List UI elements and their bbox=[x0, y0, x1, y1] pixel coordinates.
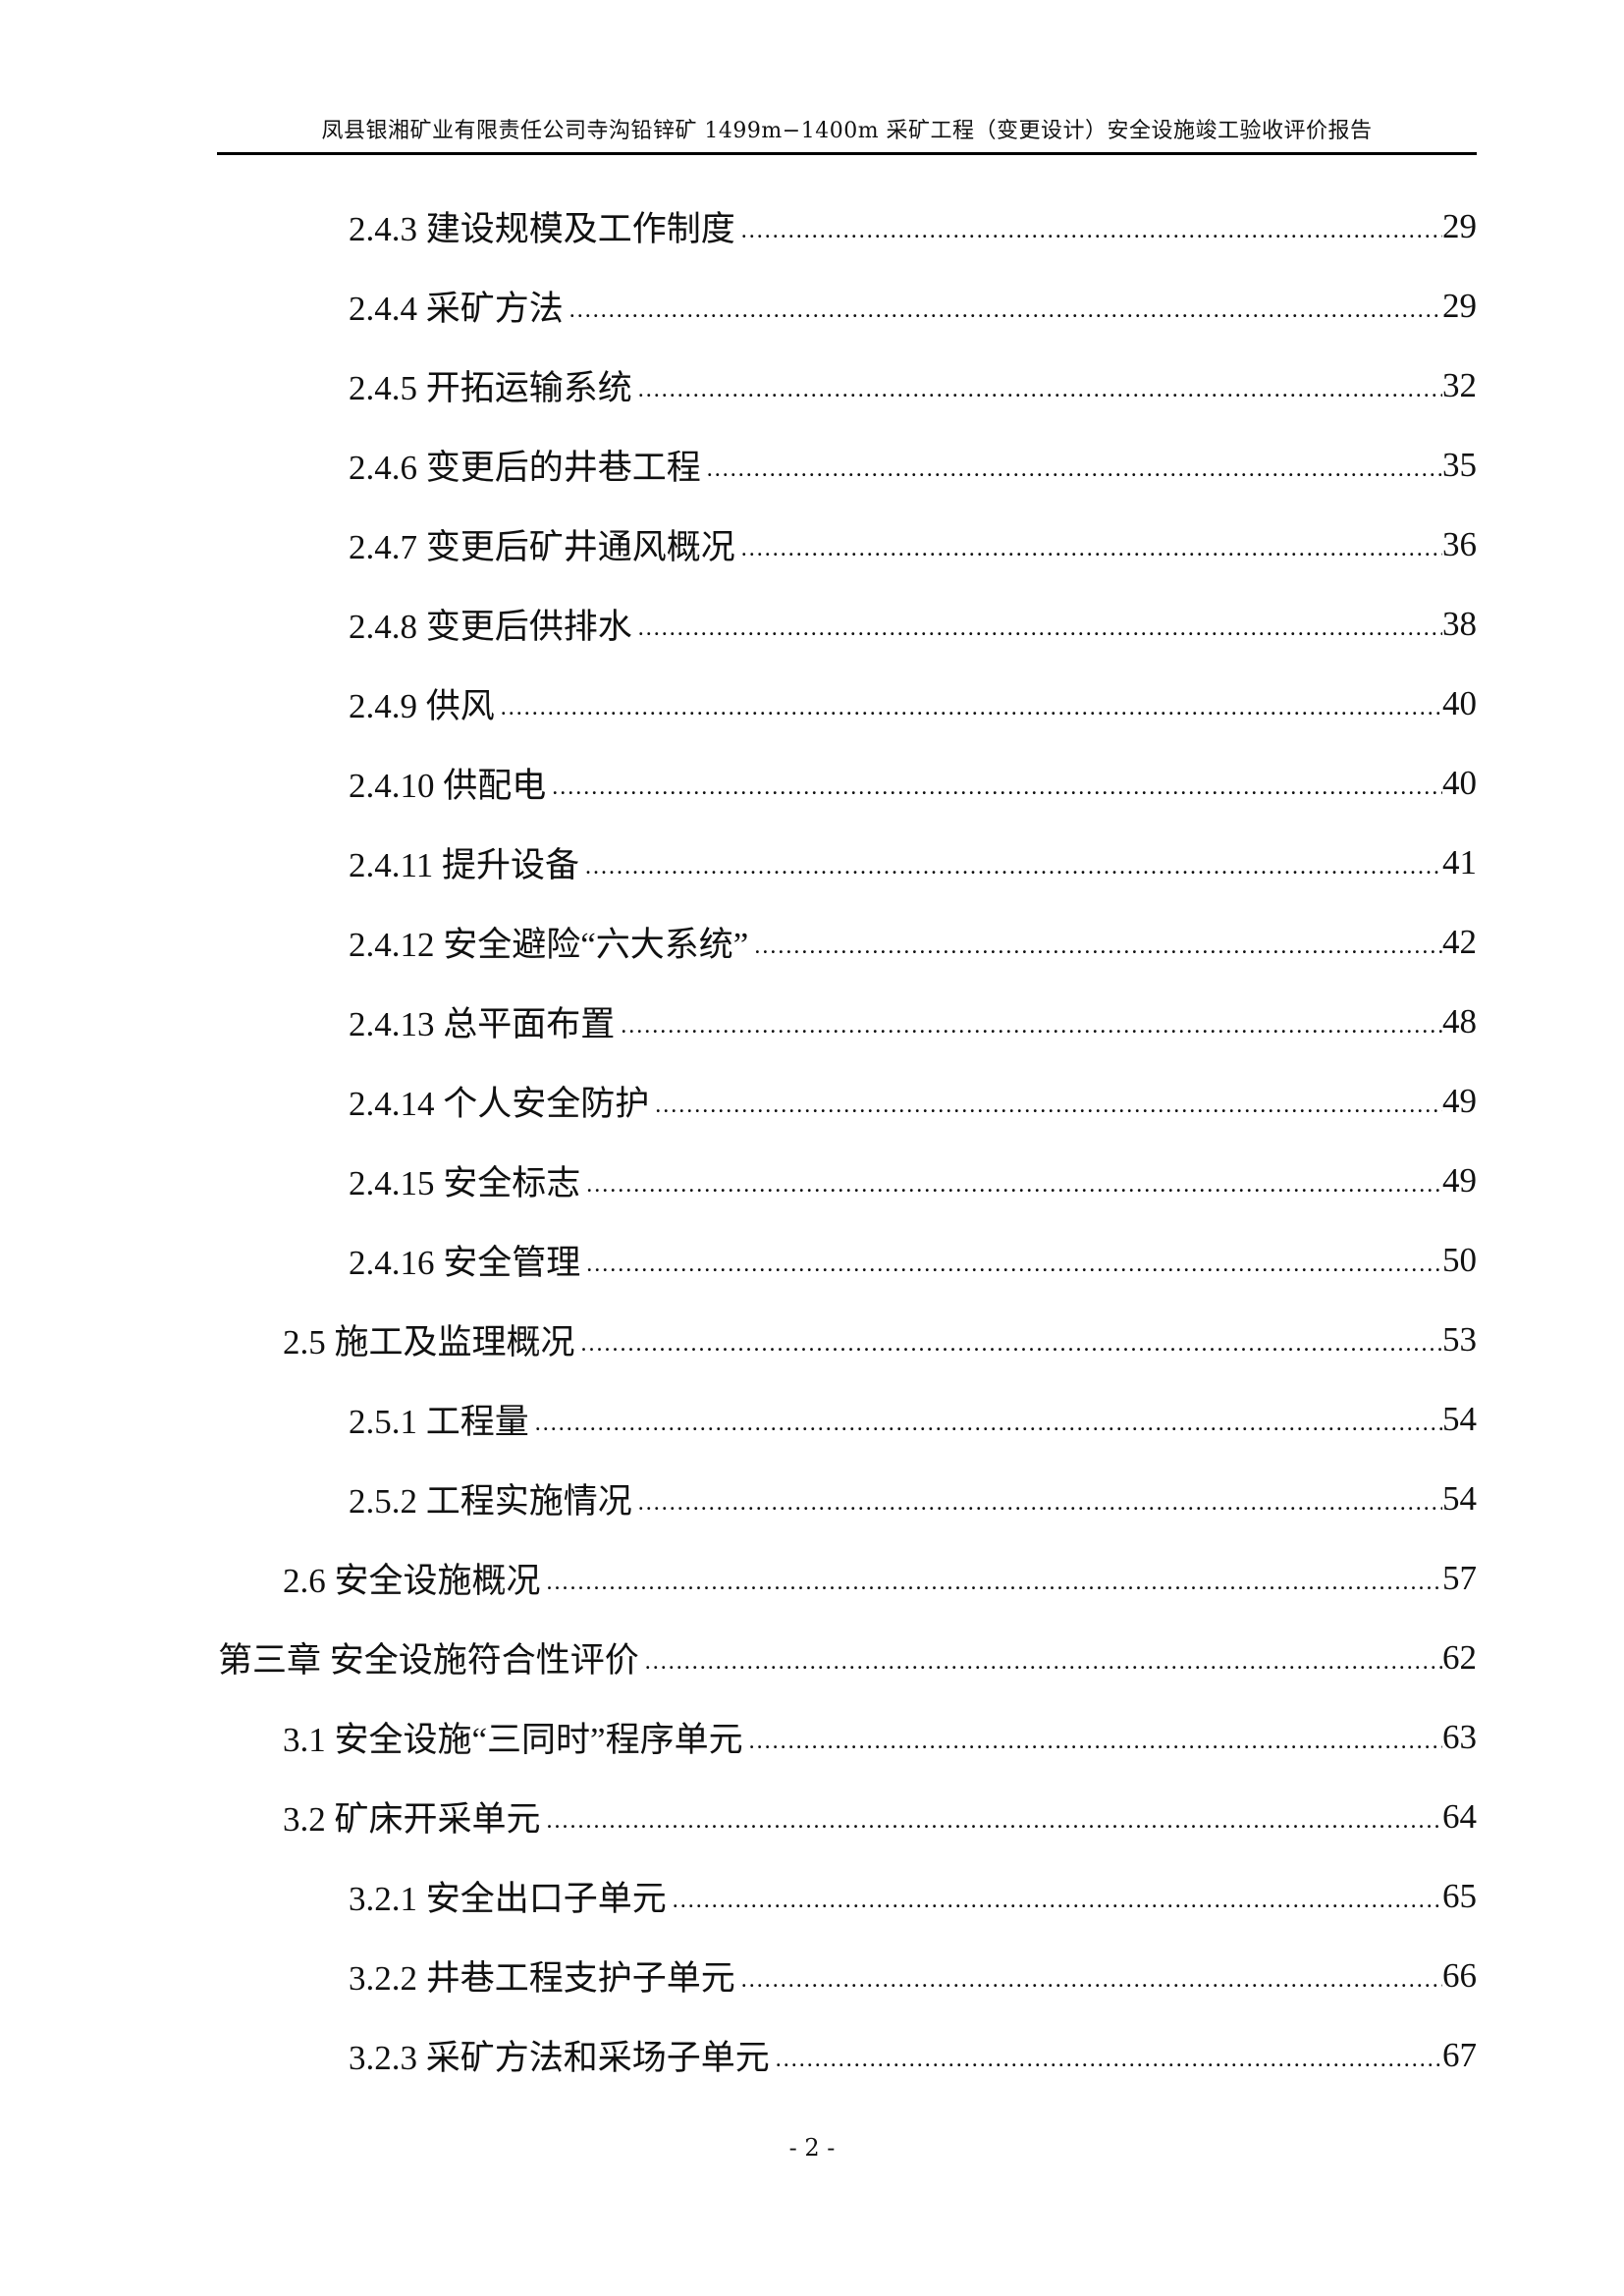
toc-entry[interactable]: 3.2.1 安全出口子单元 65 bbox=[349, 1856, 1477, 1936]
toc-entry-title: 3.2.1 安全出口子单元 bbox=[349, 1880, 667, 1918]
dot-leader bbox=[585, 844, 1442, 881]
dot-leader bbox=[776, 2037, 1442, 2073]
toc-entry-page: 57 bbox=[1442, 1558, 1477, 1597]
dot-leader bbox=[754, 924, 1442, 960]
toc-entry[interactable]: 2.5.1 工程量 54 bbox=[349, 1379, 1477, 1459]
dot-leader bbox=[707, 447, 1442, 483]
toc-entry-page: 66 bbox=[1442, 1955, 1477, 1995]
toc-entry-page: 29 bbox=[1442, 206, 1477, 245]
running-header: 凤县银湘矿业有限责任公司寺沟铅锌矿 1499m−1400m 采矿工程（变更设计）… bbox=[321, 119, 1373, 143]
toc-entry-page: 40 bbox=[1442, 763, 1477, 802]
dot-leader bbox=[741, 526, 1442, 562]
dot-leader bbox=[638, 1480, 1442, 1517]
dot-leader bbox=[741, 208, 1442, 244]
toc-entry-title: 2.4.14 个人安全防护 bbox=[349, 1085, 650, 1123]
toc-entry-page: 54 bbox=[1442, 1478, 1477, 1518]
toc-entry[interactable]: 2.4.9 供风 40 bbox=[349, 664, 1477, 743]
toc-entry-page: 48 bbox=[1442, 1001, 1477, 1041]
toc-entry[interactable]: 2.4.10 供配电 40 bbox=[349, 743, 1477, 823]
toc-entry[interactable]: 2.4.6 变更后的井巷工程 35 bbox=[349, 425, 1477, 505]
toc-entry-page: 54 bbox=[1442, 1399, 1477, 1438]
toc-entry[interactable]: 2.4.3 建设规模及工作制度 29 bbox=[349, 187, 1477, 266]
toc-entry-title: 3.2.3 采矿方法和采场子单元 bbox=[349, 2039, 770, 2077]
toc-entry[interactable]: 3.2.3 采矿方法和采场子单元 67 bbox=[349, 2015, 1477, 2095]
toc-entry-page: 36 bbox=[1442, 524, 1477, 563]
toc-entry[interactable]: 2.4.8 变更后供排水 38 bbox=[349, 584, 1477, 664]
toc-entry-page: 63 bbox=[1442, 1717, 1477, 1756]
toc-entry-page: 49 bbox=[1442, 1160, 1477, 1200]
toc-entry-title: 2.4.3 建设规模及工作制度 bbox=[349, 210, 735, 248]
dot-leader bbox=[586, 1162, 1442, 1199]
toc-entry-page: 35 bbox=[1442, 445, 1477, 484]
toc-entry-page: 65 bbox=[1442, 1876, 1477, 1915]
toc-entry-title: 3.2 矿床开采单元 bbox=[283, 1800, 541, 1839]
toc-entry-title: 2.4.12 安全避险“六大系统” bbox=[349, 926, 749, 964]
toc-entry-page: 32 bbox=[1442, 365, 1477, 404]
dot-leader bbox=[581, 1321, 1442, 1358]
toc-entry-title: 2.4.7 变更后矿井通风概况 bbox=[349, 528, 735, 566]
toc-entry-title: 2.4.9 供风 bbox=[349, 687, 495, 725]
dot-leader bbox=[569, 288, 1442, 324]
toc-entry-page: 67 bbox=[1442, 2035, 1477, 2074]
dot-leader bbox=[535, 1401, 1442, 1437]
toc-entry-page: 49 bbox=[1442, 1081, 1477, 1120]
toc-entry[interactable]: 2.4.14 个人安全防护 49 bbox=[349, 1061, 1477, 1141]
toc-entry-page: 40 bbox=[1442, 683, 1477, 722]
dot-leader bbox=[547, 1560, 1442, 1596]
toc-entry[interactable]: 2.4.7 变更后矿井通风概况 36 bbox=[349, 505, 1477, 584]
toc-entry-title: 2.4.6 变更后的井巷工程 bbox=[349, 449, 701, 487]
toc-entry-title: 第三章 安全设施符合性评价 bbox=[218, 1641, 639, 1680]
toc-entry-title: 2.4.5 开拓运输系统 bbox=[349, 369, 632, 407]
toc-entry-title: 2.5 施工及监理概况 bbox=[283, 1323, 575, 1362]
toc-entry-page: 53 bbox=[1442, 1319, 1477, 1359]
toc-entry[interactable]: 第三章 安全设施符合性评价 62 bbox=[218, 1618, 1477, 1697]
toc-entry[interactable]: 2.4.13 总平面布置 48 bbox=[349, 982, 1477, 1061]
toc-entry-title: 2.4.13 总平面布置 bbox=[349, 1005, 616, 1043]
toc-entry-page: 62 bbox=[1442, 1637, 1477, 1677]
dot-leader bbox=[673, 1878, 1442, 1914]
dot-leader bbox=[586, 1242, 1442, 1278]
header-rule bbox=[217, 152, 1477, 155]
dot-leader bbox=[547, 1798, 1442, 1835]
dot-leader bbox=[552, 765, 1442, 801]
toc-entry-page: 42 bbox=[1442, 922, 1477, 961]
toc-entry-title: 2.5.2 工程实施情况 bbox=[349, 1482, 632, 1521]
page-number: - 2 - bbox=[788, 2134, 836, 2162]
toc-entry[interactable]: 3.2.2 井巷工程支护子单元 66 bbox=[349, 1936, 1477, 2015]
dot-leader bbox=[638, 606, 1442, 642]
toc-entry[interactable]: 3.1 安全设施“三同时”程序单元 63 bbox=[283, 1697, 1477, 1777]
toc-entry[interactable]: 2.4.15 安全标志 49 bbox=[349, 1141, 1477, 1220]
toc-entry[interactable]: 2.4.11 提升设备 41 bbox=[349, 823, 1477, 902]
toc-entry[interactable]: 2.5.2 工程实施情况 54 bbox=[349, 1459, 1477, 1538]
toc-entry-title: 2.5.1 工程量 bbox=[349, 1403, 529, 1441]
toc-entry[interactable]: 2.4.4 采矿方法 29 bbox=[349, 266, 1477, 346]
toc-entry[interactable]: 2.6 安全设施概况 57 bbox=[283, 1538, 1477, 1618]
toc-entry-title: 2.4.11 提升设备 bbox=[349, 846, 579, 884]
toc-entry-title: 2.4.4 采矿方法 bbox=[349, 290, 564, 328]
dot-leader bbox=[645, 1639, 1442, 1676]
toc-entry-page: 41 bbox=[1442, 842, 1477, 881]
toc-entry[interactable]: 2.4.12 安全避险“六大系统” 42 bbox=[349, 902, 1477, 982]
toc-entry-title: 2.6 安全设施概况 bbox=[283, 1562, 541, 1600]
dot-leader bbox=[501, 685, 1442, 721]
dot-leader bbox=[621, 1003, 1442, 1040]
dot-leader bbox=[655, 1083, 1442, 1119]
toc-entry-title: 3.1 安全设施“三同时”程序单元 bbox=[283, 1721, 743, 1759]
toc-entry[interactable]: 2.4.5 开拓运输系统 32 bbox=[349, 346, 1477, 425]
dot-leader bbox=[749, 1719, 1442, 1755]
toc-entry-page: 64 bbox=[1442, 1796, 1477, 1836]
dot-leader bbox=[741, 1957, 1442, 1994]
toc-entry[interactable]: 2.4.16 安全管理 50 bbox=[349, 1220, 1477, 1300]
toc-entry-title: 2.4.10 供配电 bbox=[349, 767, 547, 805]
toc-entry-title: 2.4.16 安全管理 bbox=[349, 1244, 581, 1282]
toc-entry-title: 2.4.15 安全标志 bbox=[349, 1164, 581, 1202]
toc-entry-title: 2.4.8 变更后供排水 bbox=[349, 608, 632, 646]
dot-leader bbox=[638, 367, 1442, 403]
toc-entry-title: 3.2.2 井巷工程支护子单元 bbox=[349, 1959, 735, 1998]
toc-entry[interactable]: 3.2 矿床开采单元 64 bbox=[283, 1777, 1477, 1856]
toc-entry-page: 50 bbox=[1442, 1240, 1477, 1279]
toc-entry-page: 29 bbox=[1442, 286, 1477, 325]
toc-entry-page: 38 bbox=[1442, 604, 1477, 643]
toc-entry[interactable]: 2.5 施工及监理概况 53 bbox=[283, 1300, 1477, 1379]
